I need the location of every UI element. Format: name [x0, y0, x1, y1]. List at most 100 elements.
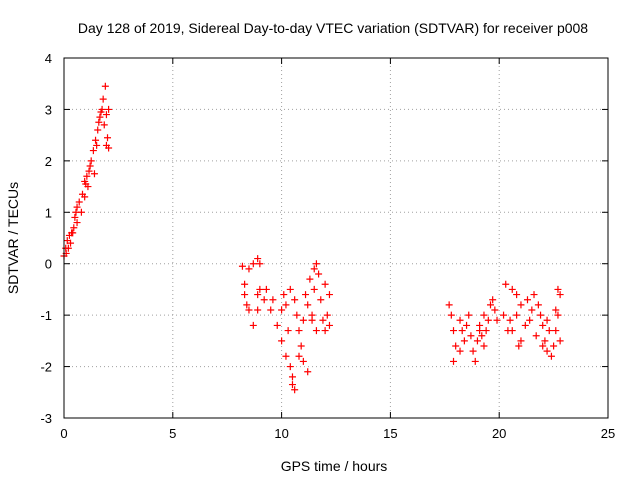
y-tick-label: -3 — [40, 411, 52, 426]
data-point — [238, 262, 246, 270]
y-tick-label: -1 — [40, 308, 52, 323]
data-point — [315, 270, 323, 278]
grid-lines — [64, 58, 608, 418]
series-arc-2 — [238, 255, 333, 394]
data-point — [312, 327, 320, 335]
data-point — [447, 311, 455, 319]
data-point — [325, 321, 333, 329]
data-point — [460, 337, 468, 345]
data-point — [267, 306, 275, 314]
data-point — [513, 291, 521, 299]
data-point — [480, 342, 488, 350]
data-point — [94, 126, 102, 134]
data-point — [554, 285, 562, 293]
data-point — [243, 301, 251, 309]
data-point — [458, 327, 466, 335]
data-point — [249, 260, 257, 268]
data-point — [241, 291, 249, 299]
data-point — [523, 296, 531, 304]
data-point — [554, 311, 562, 319]
data-point — [297, 342, 305, 350]
data-point — [90, 170, 98, 178]
data-point — [72, 208, 80, 216]
data-point — [260, 296, 268, 304]
data-point — [463, 321, 471, 329]
data-point — [323, 311, 331, 319]
data-point — [310, 285, 318, 293]
data-point — [254, 255, 262, 263]
data-point — [545, 327, 553, 335]
data-point — [100, 121, 108, 129]
data-point — [534, 301, 542, 309]
data-point — [556, 291, 564, 299]
data-point — [465, 311, 473, 319]
data-point — [104, 134, 112, 142]
data-points — [60, 82, 564, 394]
data-point — [83, 172, 91, 180]
data-point — [486, 301, 494, 309]
data-point — [550, 342, 558, 350]
data-point — [508, 285, 516, 293]
data-point — [556, 337, 564, 345]
data-point — [480, 311, 488, 319]
data-point — [288, 381, 296, 389]
data-point — [521, 321, 529, 329]
data-point — [241, 280, 249, 288]
data-point — [273, 321, 281, 329]
data-point — [64, 244, 72, 252]
data-point — [92, 136, 100, 144]
data-point — [321, 327, 329, 335]
data-point — [284, 327, 292, 335]
chart-title: Day 128 of 2019, Sidereal Day-to-day VTE… — [78, 20, 588, 36]
x-tick-label: 20 — [492, 426, 506, 441]
data-point — [254, 291, 262, 299]
data-point — [101, 82, 109, 90]
plot-frame — [63, 57, 609, 419]
data-point — [282, 352, 290, 360]
data-point — [319, 316, 327, 324]
data-point — [306, 275, 314, 283]
y-tick-label: 4 — [45, 51, 52, 66]
data-point — [476, 327, 484, 335]
data-point — [105, 105, 113, 113]
data-point — [293, 311, 301, 319]
data-point — [473, 337, 481, 345]
data-point — [98, 105, 106, 113]
data-point — [282, 301, 290, 309]
x-tick-labels: 0 5 10 15 20 25 — [60, 426, 615, 441]
series-arc-1 — [60, 82, 113, 260]
data-point — [317, 296, 325, 304]
data-point — [482, 327, 490, 335]
data-point — [302, 291, 310, 299]
data-point — [445, 301, 453, 309]
data-point — [286, 285, 294, 293]
data-point — [286, 363, 294, 371]
data-point — [513, 311, 521, 319]
data-point — [310, 265, 318, 273]
data-point — [245, 265, 253, 273]
x-tick-label: 15 — [383, 426, 397, 441]
data-point — [295, 327, 303, 335]
data-point — [89, 147, 97, 155]
data-point — [547, 352, 555, 360]
data-point — [73, 203, 81, 211]
data-point — [291, 296, 299, 304]
data-point — [256, 260, 264, 268]
data-point — [70, 224, 78, 232]
data-point — [450, 327, 458, 335]
data-point — [69, 229, 77, 237]
data-point — [491, 306, 499, 314]
data-point — [256, 285, 264, 293]
data-point — [506, 316, 514, 324]
data-point — [82, 180, 90, 188]
data-point — [67, 239, 75, 247]
data-point — [75, 198, 83, 206]
data-point — [493, 316, 501, 324]
data-point — [71, 213, 79, 221]
data-point — [543, 347, 551, 355]
data-point — [456, 316, 464, 324]
data-point — [278, 337, 286, 345]
data-point — [452, 342, 460, 350]
data-point — [530, 291, 538, 299]
